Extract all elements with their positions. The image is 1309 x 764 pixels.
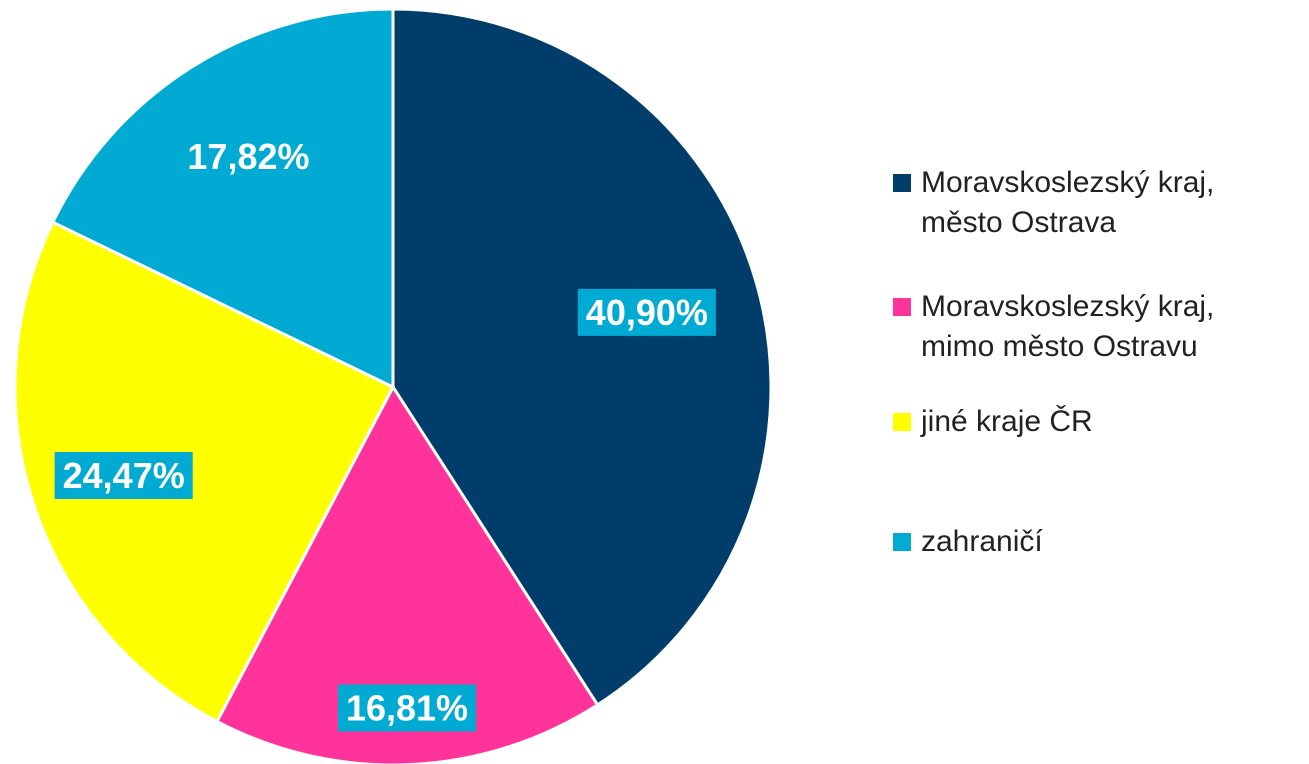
data-label-box <box>337 684 477 732</box>
legend-label: Moravskoslezský kraj, město Ostrava <box>921 166 1215 239</box>
pie-slice <box>214 384 600 764</box>
legend-entry: zahraničí <box>893 522 1293 562</box>
pie-slice <box>391 7 773 707</box>
data-label-text: 16,81% <box>346 687 468 728</box>
legend-entry: Moravskoslezský kraj, město Ostrava <box>893 163 1293 243</box>
legend-swatch <box>893 413 911 431</box>
data-label-text: 17,82% <box>187 136 309 177</box>
legend-label: Moravskoslezský kraj, mimo město Ostravu <box>921 290 1215 363</box>
legend-entry: Moravskoslezský kraj, mimo město Ostravu <box>893 287 1293 367</box>
legend: Moravskoslezský kraj, město Ostrava Morav… <box>893 0 1303 764</box>
data-label-box <box>179 132 318 180</box>
pie-slice <box>50 7 395 390</box>
legend-label: zahraničí <box>921 525 1043 558</box>
data-label-box <box>577 288 716 336</box>
data-label: 16,81% <box>337 684 477 732</box>
data-label-box <box>54 452 193 500</box>
legend-swatch <box>893 298 911 316</box>
pie-slice <box>13 220 396 724</box>
data-label: 17,82% <box>179 132 318 180</box>
legend-swatch <box>893 174 911 192</box>
data-label-text: 40,90% <box>586 292 708 333</box>
legend-swatch <box>893 533 911 551</box>
chart: 40,90% 16,81% 24,47% 17,82% <box>13 7 773 764</box>
data-label-text: 24,47% <box>63 455 185 496</box>
legend-entry: jiné kraje ČR <box>893 402 1293 442</box>
legend-label: jiné kraje ČR <box>921 405 1093 438</box>
data-label: 24,47% <box>54 452 193 500</box>
data-label: 40,90% <box>577 288 716 336</box>
